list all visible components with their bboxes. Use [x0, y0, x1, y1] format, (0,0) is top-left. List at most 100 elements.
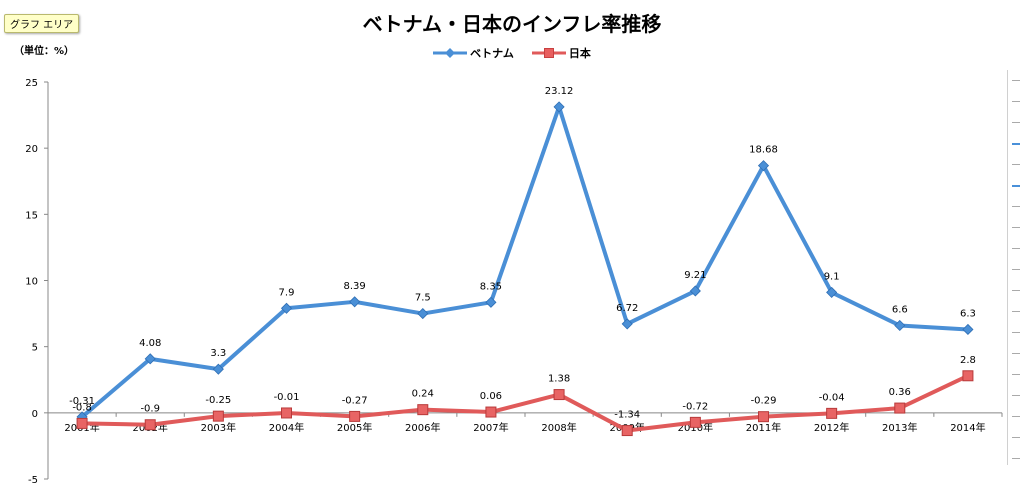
data-label-vietnam: 8.35 [480, 281, 502, 292]
data-label-vietnam: 9.1 [824, 271, 840, 282]
y-tick-label: 15 [25, 210, 38, 221]
data-label-japan: 1.38 [548, 374, 570, 385]
x-tick-label: 2006年 [405, 421, 440, 434]
scrollbar-mark [1012, 101, 1020, 102]
x-tick-label: 2011年 [746, 421, 781, 434]
data-label-japan: -0.01 [274, 392, 300, 403]
data-point-vietnam [621, 318, 633, 330]
data-label-vietnam: 23.12 [545, 86, 574, 97]
y-tick-label: 10 [25, 277, 38, 288]
data-point-vietnam [757, 160, 770, 172]
data-label-japan: -0.72 [682, 401, 708, 412]
legend-item-vietnam: ベトナム [433, 45, 514, 61]
data-point-vietnam [689, 285, 701, 297]
data-label-japan: 0.24 [412, 389, 434, 400]
legend-marker-vietnam-icon [433, 48, 468, 58]
y-tick-label: 5 [32, 343, 38, 354]
x-tick-label: 2003年 [201, 421, 236, 434]
scrollbar-mark [1012, 332, 1020, 333]
y-tick-label: -5 [28, 475, 38, 486]
data-label-japan: -0.25 [205, 395, 231, 406]
data-point-vietnam [962, 323, 974, 336]
scrollbar-mark [1012, 290, 1020, 291]
data-label-vietnam: 6.3 [960, 308, 976, 319]
data-point-japan [144, 419, 156, 431]
scrollbar-mark [1012, 437, 1020, 438]
data-point-vietnam [485, 296, 497, 308]
scrollbar-mark [1012, 248, 1020, 249]
series-line-japan [80, 373, 970, 433]
x-tick-label: 2004年 [269, 421, 304, 434]
scrollbar-mark [1012, 458, 1020, 459]
scrollbar-mark [1012, 206, 1020, 207]
data-label-vietnam: 7.9 [279, 287, 295, 298]
data-point-japan [485, 406, 497, 418]
y-tick-label: 0 [32, 409, 38, 420]
data-point-vietnam [894, 319, 906, 332]
data-point-japan [962, 370, 974, 382]
x-tick-label: 2005年 [337, 421, 372, 434]
data-label-japan: -0.27 [342, 395, 368, 406]
data-label-vietnam: 6.6 [892, 304, 908, 315]
scrollbar-mark [1012, 227, 1020, 228]
chart-title: ベトナム・日本のインフレ率推移 [362, 12, 662, 36]
scrollbar-mark [1012, 269, 1020, 270]
data-label-vietnam: -0.31 [69, 396, 95, 407]
data-label-japan: -0.9 [140, 404, 160, 415]
scrollbar-mark [1012, 374, 1020, 375]
unit-label: （単位：%） [14, 46, 75, 57]
data-point-japan [689, 416, 701, 428]
y-tick-label: 25 [25, 78, 38, 89]
data-point-vietnam [144, 353, 156, 365]
chart-scrollbar [1007, 70, 1024, 465]
x-tick-label: 2007年 [473, 421, 508, 434]
data-point-vietnam [280, 302, 293, 314]
series-line-vietnam [80, 104, 970, 419]
data-point-japan [417, 404, 429, 416]
chart-area-tooltip: グラフ エリア [4, 14, 80, 33]
data-label-japan: -0.04 [819, 392, 845, 403]
scrollbar-mark [1012, 143, 1020, 145]
data-point-japan [758, 411, 769, 423]
scrollbar-mark [1012, 164, 1020, 165]
scrollbar-mark [1012, 353, 1020, 354]
data-label-vietnam: 6.72 [616, 303, 638, 314]
data-label-vietnam: 3.3 [210, 348, 226, 359]
data-label-japan: -0.8 [72, 402, 92, 413]
data-label-vietnam: 4.08 [139, 338, 161, 349]
data-point-vietnam [417, 308, 429, 320]
data-label-japan: 2.8 [960, 355, 976, 366]
data-point-vietnam [553, 101, 565, 113]
scrollbar-mark [1012, 80, 1020, 81]
scrollbar-mark [1012, 395, 1020, 396]
legend-label-japan: 日本 [568, 47, 591, 60]
data-label-vietnam: 7.5 [415, 293, 431, 304]
x-tick-label: 2014年 [950, 421, 985, 434]
legend-label-vietnam: ベトナム [470, 47, 514, 60]
data-point-vietnam [826, 286, 838, 298]
data-point-japan [212, 410, 224, 422]
x-tick-label: 2012年 [814, 421, 849, 434]
legend-marker-japan-icon [531, 48, 566, 58]
data-label-vietnam: 8.39 [344, 281, 366, 292]
x-tick-label: 2008年 [541, 421, 576, 434]
data-point-japan [553, 389, 565, 401]
scrollbar-mark [1012, 185, 1020, 187]
data-label-vietnam: 18.68 [749, 145, 778, 156]
data-point-japan [826, 407, 838, 419]
scrollbar-mark [1012, 311, 1020, 312]
data-point-japan [894, 402, 906, 414]
data-point-vietnam [212, 363, 224, 375]
data-label-japan: -1.34 [614, 410, 640, 421]
data-label-japan: 0.36 [889, 387, 911, 398]
legend: ベトナム 日本 [0, 45, 1024, 61]
data-label-vietnam: 9.21 [684, 270, 706, 281]
legend-item-japan: 日本 [531, 45, 591, 61]
scrollbar-mark [1012, 416, 1020, 417]
y-tick-label: 20 [25, 144, 38, 155]
data-point-vietnam [349, 296, 361, 308]
x-tick-label: 2013年 [882, 421, 917, 434]
scrollbar-mark [1012, 122, 1020, 123]
data-point-japan [76, 417, 88, 429]
